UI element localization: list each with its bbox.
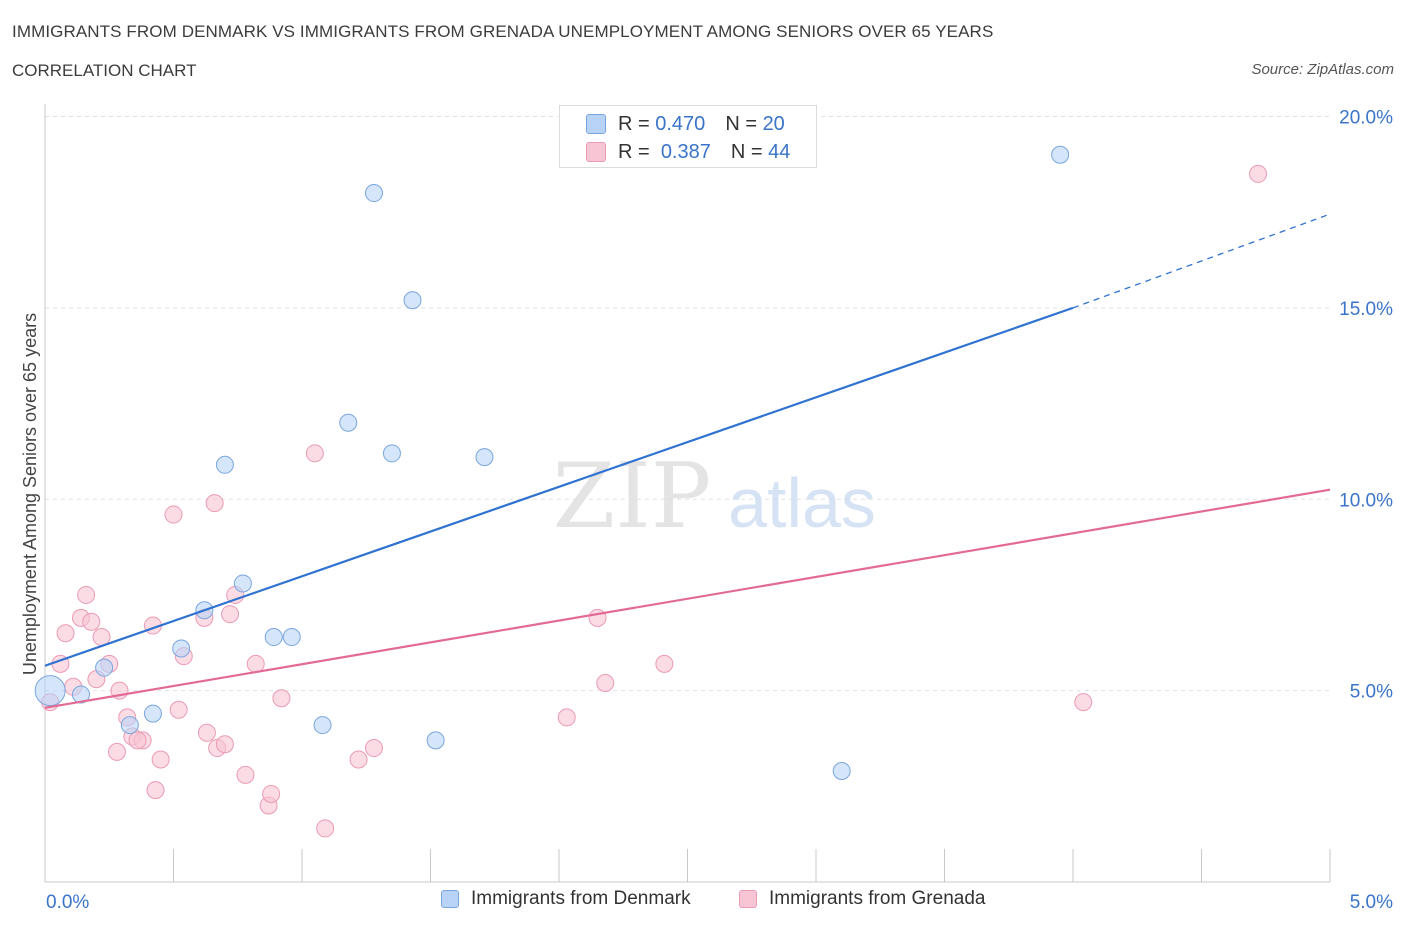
grenada-point [107, 742, 126, 761]
denmark-point [95, 658, 114, 677]
x-tick-label: 0.0% [46, 892, 89, 913]
denmark-point [313, 716, 332, 735]
denmark-point [426, 731, 445, 750]
watermark: ZIP atlas [553, 444, 876, 549]
denmark-point [1051, 145, 1070, 164]
grenada-point [82, 612, 101, 631]
grenada-swatch [586, 142, 606, 162]
stats-row-denmark: R = 0.470 N = 20 [586, 111, 785, 137]
legend-item-denmark[interactable]: Immigrants from Denmark [441, 888, 691, 910]
denmark-point [34, 675, 66, 707]
grenada-point [236, 765, 255, 784]
denmark-n-value: 20 [762, 112, 785, 135]
grenada-point [128, 731, 147, 750]
grenada-point [197, 723, 216, 742]
denmark-point [364, 184, 383, 203]
watermark-atlas: atlas [728, 464, 876, 542]
grenada-point [56, 624, 75, 643]
grenada-point [146, 781, 165, 800]
grenada-n-value: 44 [768, 140, 791, 163]
grenada-point [596, 673, 615, 692]
y-tick-label: 20.0% [1339, 108, 1393, 129]
grenada-point [205, 494, 224, 513]
grid-lines [45, 116, 1330, 692]
denmark-point [172, 639, 191, 658]
chart-subtitle: CORRELATION CHART [12, 61, 197, 80]
chart-title: IMMIGRANTS FROM DENMARK VS IMMIGRANTS FR… [12, 22, 994, 41]
grenada-point [1074, 693, 1093, 712]
grenada-point [215, 735, 234, 754]
denmark-point [143, 704, 162, 723]
watermark-zip: ZIP [553, 444, 712, 549]
trend-lines [44, 213, 1331, 709]
grenada-point [272, 689, 291, 708]
grenada-r-value: 0.387 [660, 140, 711, 163]
grenada-n-label: N = [730, 140, 763, 163]
grenada-point [151, 750, 170, 769]
grenada-point [305, 444, 324, 463]
denmark-trend-line [44, 306, 1074, 667]
legend-label-denmark: Immigrants from Denmark [471, 888, 691, 909]
denmark-point [264, 628, 283, 647]
grenada-point [1249, 164, 1268, 183]
denmark-point [832, 762, 851, 781]
denmark-point [282, 628, 301, 647]
denmark-point [403, 291, 422, 310]
legend-swatch-grenada [739, 890, 757, 908]
denmark-point [215, 455, 234, 474]
y-tick-label: 15.0% [1339, 299, 1393, 320]
legend-label-grenada: Immigrants from Grenada [769, 888, 986, 909]
grenada-point [221, 605, 240, 624]
y-tick-label: 5.0% [1350, 682, 1393, 703]
grenada-point [77, 585, 96, 604]
grenada-points [41, 164, 1268, 838]
legend-swatch-denmark [441, 890, 459, 908]
denmark-swatch [586, 114, 606, 134]
grenada-point [364, 739, 383, 758]
source-label: Source: ZipAtlas.com [1251, 61, 1394, 78]
stats-row-grenada: R = 0.387 N = 44 [586, 139, 790, 165]
grenada-point [262, 784, 281, 803]
bottom-legend: Immigrants from Denmark Immigrants from … [0, 888, 1406, 916]
grenada-point [316, 819, 335, 838]
grenada-point [349, 750, 368, 769]
denmark-n-label: N = [725, 112, 757, 135]
denmark-point [71, 685, 90, 704]
tick-labels: 5.0% 10.0% 15.0% 20.0% 0.0% 5.0% [46, 108, 1393, 914]
denmark-point [475, 448, 494, 467]
denmark-r-label: R = [618, 112, 650, 135]
x-tick-label: 5.0% [1350, 892, 1393, 913]
grenada-point [655, 654, 674, 673]
denmark-point [382, 444, 401, 463]
denmark-point [233, 574, 252, 593]
y-axis-label: Unemployment Among Seniors over 65 years [20, 313, 40, 675]
grenada-point [246, 654, 265, 673]
denmark-point [339, 413, 358, 432]
denmark-r-value: 0.470 [655, 112, 706, 135]
grenada-point [557, 708, 576, 727]
grenada-point [164, 505, 183, 524]
legend-item-grenada[interactable]: Immigrants from Grenada [739, 888, 985, 910]
grenada-point [169, 700, 188, 719]
stats-legend: R = 0.470 N = 20 R = 0.387 N = 44 [559, 105, 817, 168]
grenada-trend-line [44, 488, 1331, 709]
axes [44, 104, 1331, 883]
y-tick-label: 10.0% [1339, 490, 1393, 511]
denmark-point [120, 716, 139, 735]
grenada-r-label: R = [618, 140, 650, 163]
denmark-trend-extension [1072, 213, 1331, 309]
